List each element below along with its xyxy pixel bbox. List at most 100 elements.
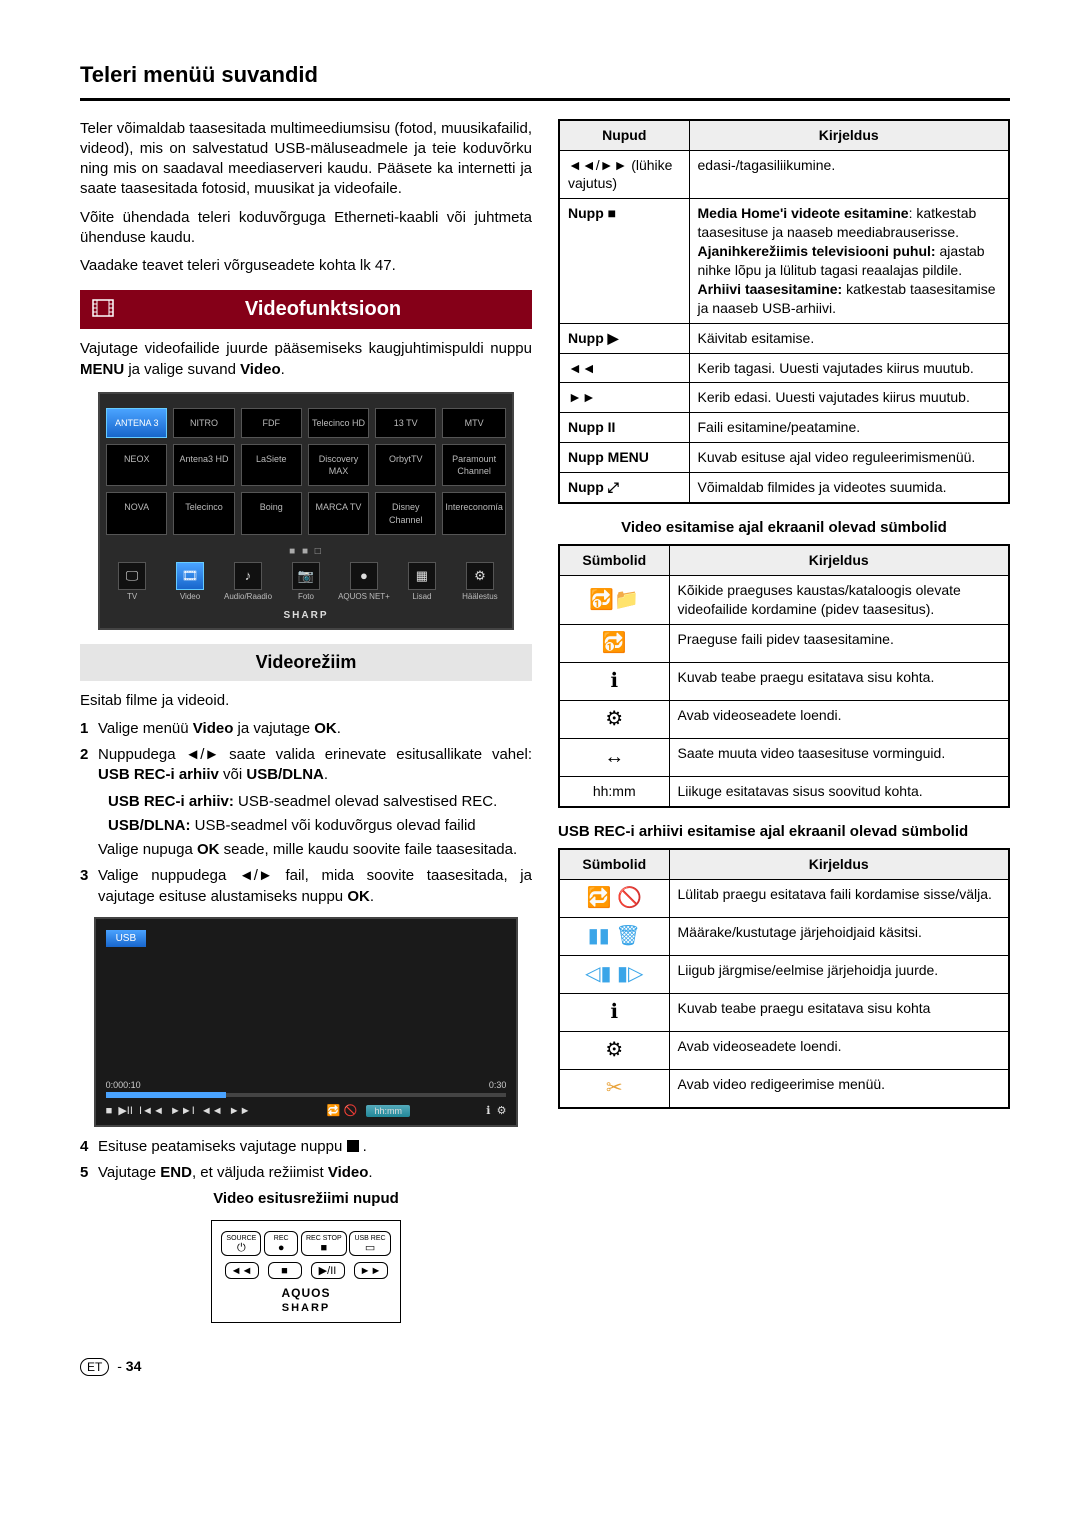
right-column: NupudKirjeldus ◄◄/►► (lühike vajutus)eda… (558, 119, 1010, 1333)
title-rule (80, 98, 1010, 101)
table2-title: Video esitamise ajal ekraanil olevad süm… (558, 518, 1010, 538)
bottom-menu-item: ⚙Häälestus (454, 562, 506, 603)
playback-controls-center: 🔁 🚫 hh:mm (261, 1104, 477, 1119)
table-cell: Saate muuta video taasesituse vorminguid… (669, 738, 1009, 776)
left-column: Teler võimaldab taasesitada multimeedium… (80, 119, 532, 1333)
channel-tile: MARCA TV (308, 492, 369, 534)
table-cell: Kuvab teabe praegu esitatava sisu kohta (669, 994, 1009, 1032)
table-cell: Lülitab praegu esitatava faili kordamise… (669, 880, 1009, 918)
table-cell: ◄◄/►► (lühike vajutus) (559, 150, 689, 199)
symbol-cell: ⚙ (559, 1032, 669, 1070)
table-cell: Nupp II (559, 413, 689, 443)
table-cell: Praeguse faili pidev taasesitamine. (669, 624, 1009, 662)
symbol-cell: ℹ (559, 662, 669, 700)
table-cell: Nupp ▶ (559, 323, 689, 353)
channel-tile: NOVA (106, 492, 167, 534)
channel-tile: NEOX (106, 444, 167, 486)
symbol-cell: 🔂 (559, 624, 669, 662)
symbol-cell: ⚙ (559, 700, 669, 738)
bottom-menu-item: ●AQUOS NET+ (338, 562, 390, 603)
remote-diagram: SOURCE⏻REC●REC STOP■USB REC▭ ◄◄■▶/II►► A… (211, 1220, 401, 1323)
p4: Vajutage videofailide juurde pääsemiseks… (80, 339, 532, 380)
intro-p3: Vaadake teavet teleri võrguseadete kohta… (80, 256, 532, 276)
step2-sub3: Valige nupuga OK seade, mille kaudu soov… (80, 840, 532, 860)
tv-menu-screenshot: ANTENA 3NITROFDFTelecinco HD13 TVMTV NEOX… (98, 392, 514, 631)
table-cell: Kõikide praeguses kaustas/kataloogis ole… (669, 576, 1009, 625)
table-cell: Liigub järgmise/eelmise järjehoidja juur… (669, 956, 1009, 994)
bottom-menu-item: ▦Lisad (396, 562, 448, 603)
remote-key: USB REC▭ (349, 1231, 390, 1256)
channel-tile: MTV (442, 408, 506, 438)
centered-caption-1: Video esitusrežiimi nupud (80, 1189, 532, 1209)
table-cell: Kuvab esituse ajal video reguleerimismen… (689, 443, 1009, 473)
channel-tile: Disney Channel (375, 492, 436, 534)
table-cell: Võimaldab filmides ja videotes suumida. (689, 473, 1009, 503)
table-cell: Nupp ■ (559, 199, 689, 323)
remote-key: ▶/II (311, 1262, 345, 1279)
sub-section-videorezim: Videorežiim (80, 644, 532, 680)
remote-key: ◄◄ (225, 1262, 259, 1279)
channel-tile: Telecinco (173, 492, 234, 534)
symbol-cell: hh:mm (559, 776, 669, 806)
section-videofunktsioon: Videofunktsioon (80, 290, 532, 329)
step2-sub2: USB/DLNA: USB-seadmel või koduvõrgus ole… (80, 816, 532, 836)
bottom-menu-item: 📷Foto (280, 562, 332, 603)
sharp-logo-small: SHARP (106, 609, 506, 623)
step4: Esituse peatamiseks vajutage nuppu . (98, 1137, 532, 1157)
symbol-cell: ✂ (559, 1070, 669, 1109)
table-cell: Media Home'i videote esitamine: katkesta… (689, 199, 1009, 323)
remote-key: REC STOP■ (301, 1231, 347, 1256)
channel-tile: Antena3 HD (173, 444, 234, 486)
channel-tile: OrbytTV (375, 444, 436, 486)
step5: Vajutage END, et väljuda režiimist Video… (98, 1163, 532, 1183)
table-cell: Avab video redigeerimise menüü. (669, 1070, 1009, 1109)
channel-tile: FDF (241, 408, 302, 438)
table-cell: Avab videoseadete loendi. (669, 700, 1009, 738)
table-cell: Faili esitamine/peatamine. (689, 413, 1009, 443)
symbol-cell: 🔂📁 (559, 576, 669, 625)
symbol-cell: ℹ (559, 994, 669, 1032)
bottom-menu-item: 🎞Video (164, 562, 216, 603)
channel-tile: LaSiete (241, 444, 302, 486)
stop-icon (347, 1140, 359, 1152)
channel-tile: ANTENA 3 (106, 408, 167, 438)
playback-controls-right: ℹ ⚙ (486, 1104, 506, 1119)
channel-tile: 13 TV (375, 408, 436, 438)
intro-p1: Teler võimaldab taasesitada multimeedium… (80, 119, 532, 200)
channel-tile: Intereconomía (442, 492, 506, 534)
remote-key: ■ (268, 1262, 302, 1279)
table-symbols-1: SümbolidKirjeldus 🔂📁Kõikide praeguses ka… (558, 544, 1010, 808)
step3: Valige nuppudega ◄/► fail, mida soovite … (98, 866, 532, 907)
table-cell: Liikuge esitatavas sisus soovitud kohta. (669, 776, 1009, 806)
table-cell: Kerib tagasi. Uuesti vajutades kiirus mu… (689, 353, 1009, 383)
lang-badge: ET (80, 1358, 109, 1376)
table-cell: Kuvab teabe praegu esitatava sisu kohta. (669, 662, 1009, 700)
table-nupud: NupudKirjeldus ◄◄/►► (lühike vajutus)eda… (558, 119, 1010, 504)
step2-sub1: USB REC-i arhiiv: USB-seadmel olevad sal… (80, 792, 532, 812)
step1: Valige menüü Video ja vajutage OK. (98, 719, 532, 739)
table-cell: Nupp ⤢ (559, 473, 689, 503)
table-cell: Määrake/kustutage järjehoidjaid käsitsi. (669, 918, 1009, 956)
channel-tile: Boing (241, 492, 302, 534)
usb-tag: USB (106, 930, 147, 948)
table-cell: Kerib edasi. Uuesti vajutades kiirus muu… (689, 383, 1009, 413)
table-symbols-2: SümbolidKirjeldus 🔁 🚫Lülitab praegu esit… (558, 848, 1010, 1109)
section-videofunktsioon-label: Videofunktsioon (126, 296, 520, 323)
remote-key: ►► (354, 1262, 388, 1279)
p5: Esitab filme ja videoid. (80, 691, 532, 711)
page-title: Teleri menüü suvandid (80, 60, 1010, 90)
channel-tile: Telecinco HD (308, 408, 369, 438)
remote-key: SOURCE⏻ (221, 1231, 261, 1256)
intro-p2: Võite ühendada teleri koduvõrguga Ethern… (80, 208, 532, 249)
table-cell: ◄◄ (559, 353, 689, 383)
remote-brand-aquos: AQUOS (220, 1285, 392, 1301)
page-footer: ET - 34 (80, 1357, 1010, 1376)
symbol-cell: ↔ (559, 738, 669, 776)
bottom-menu-item: 🖵TV (106, 562, 158, 603)
bottom-menu-item: ♪Audio/Raadio (222, 562, 274, 603)
symbol-cell: 🔁 🚫 (559, 880, 669, 918)
table-cell: Nupp MENU (559, 443, 689, 473)
channel-tile: NITRO (173, 408, 234, 438)
symbol-cell: ◁▮ ▮▷ (559, 956, 669, 994)
channel-tile: Discovery MAX (308, 444, 369, 486)
